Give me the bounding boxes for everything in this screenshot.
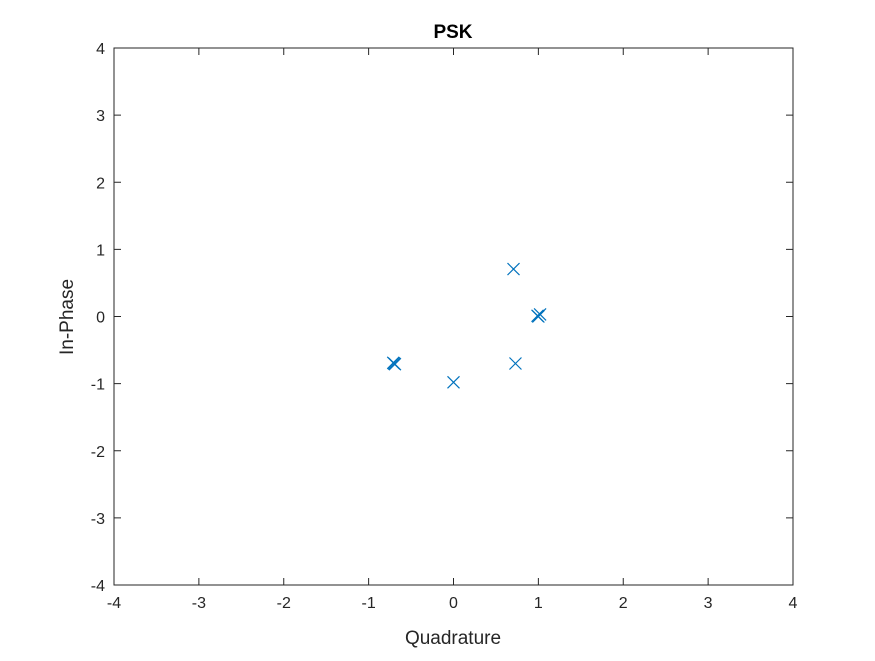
data-point-marker bbox=[531, 309, 544, 323]
y-tick-label: -4 bbox=[91, 578, 105, 595]
y-tick-label: 0 bbox=[96, 310, 105, 327]
y-tick-label: -1 bbox=[91, 377, 105, 394]
y-axis-label: In-Phase bbox=[57, 279, 78, 355]
data-point-marker bbox=[387, 357, 401, 370]
y-tick-label: 4 bbox=[96, 41, 105, 58]
x-tick-label: -2 bbox=[277, 595, 291, 612]
y-tick-labels: -4 -3 -2 -1 0 1 2 3 4 bbox=[91, 41, 105, 595]
x-tick-label: -4 bbox=[107, 595, 121, 612]
data-point-marker bbox=[533, 308, 547, 321]
x-tick-label: 2 bbox=[619, 595, 628, 612]
chart-title: PSK bbox=[433, 22, 472, 43]
data-point-marker bbox=[507, 262, 520, 276]
x-tick-label: 0 bbox=[449, 595, 458, 612]
x-tick-label: -3 bbox=[192, 595, 206, 612]
plot-area bbox=[113, 47, 794, 586]
axis-ticks bbox=[113, 47, 794, 586]
x-tick-label: -1 bbox=[362, 595, 376, 612]
x-axis-label: Quadrature bbox=[405, 628, 501, 649]
x-tick-label: 3 bbox=[704, 595, 713, 612]
y-tick-label: 2 bbox=[96, 175, 105, 192]
y-tick-label: 3 bbox=[96, 108, 105, 125]
x-tick-labels: -4 -3 -2 -1 0 1 2 3 4 bbox=[107, 595, 798, 612]
data-markers bbox=[386, 262, 547, 389]
x-tick-label: 1 bbox=[534, 595, 543, 612]
data-point-marker bbox=[447, 375, 460, 389]
data-point-marker bbox=[509, 357, 522, 370]
y-tick-label: 1 bbox=[96, 242, 105, 259]
y-tick-label: -2 bbox=[91, 444, 105, 461]
x-tick-label: 4 bbox=[789, 595, 798, 612]
y-tick-label: -3 bbox=[91, 511, 105, 528]
